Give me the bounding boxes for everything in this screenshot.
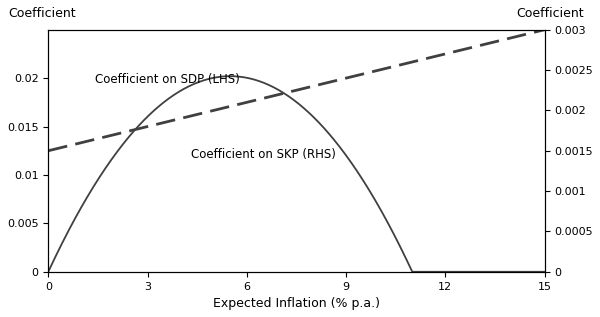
Text: Coefficient on SKP (RHS): Coefficient on SKP (RHS) [191, 147, 335, 160]
Text: Coefficient on SDP (LHS): Coefficient on SDP (LHS) [95, 73, 239, 86]
Text: Coefficient: Coefficient [8, 7, 76, 20]
Text: Coefficient: Coefficient [517, 7, 584, 20]
X-axis label: Expected Inflation (% p.a.): Expected Inflation (% p.a.) [213, 297, 380, 310]
